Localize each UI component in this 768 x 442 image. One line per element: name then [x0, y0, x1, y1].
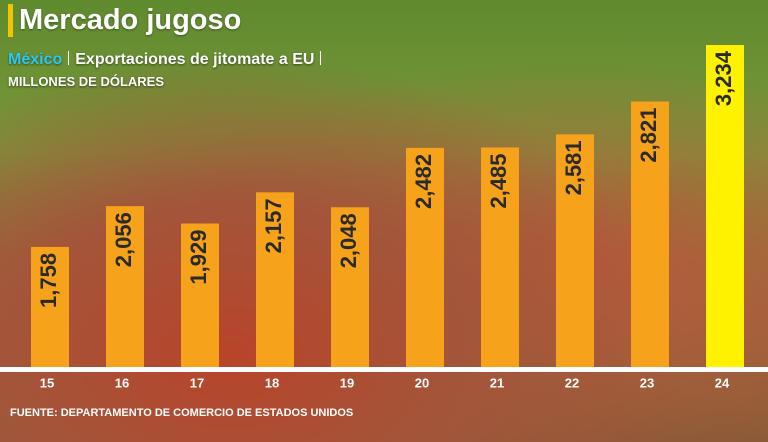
- bar: [331, 207, 369, 367]
- value-label: 2,821: [636, 108, 661, 163]
- bar: [106, 206, 144, 367]
- bar: [256, 192, 294, 367]
- header: Mercado jugoso México Exportaciones de ji…: [8, 4, 338, 93]
- bar: [631, 101, 669, 367]
- x-tick-label: 23: [640, 375, 654, 390]
- bar: [556, 134, 594, 367]
- value-label: 3,234: [711, 50, 736, 106]
- bar: [181, 223, 219, 367]
- subtitle-text: Exportaciones de jitomate a EU: [75, 51, 315, 68]
- x-tick-label: 18: [265, 375, 279, 390]
- value-label: 2,482: [411, 154, 436, 209]
- x-tick-label: 19: [340, 375, 354, 390]
- value-label: 1,758: [36, 253, 61, 308]
- bar: [31, 246, 69, 367]
- chart-title: Mercado jugoso: [8, 4, 338, 37]
- bar: [481, 147, 519, 367]
- x-tick-label: 17: [190, 375, 204, 390]
- bar: [406, 147, 444, 367]
- value-label: 2,048: [336, 213, 361, 268]
- unit: MILLONES DE DÓLARES: [8, 74, 165, 89]
- x-tick-label: 16: [115, 375, 129, 390]
- subtitle: México Exportaciones de jitomate a EU MILL…: [8, 49, 338, 93]
- value-label: 2,157: [261, 198, 286, 253]
- subtitle-highlight: México: [8, 51, 63, 68]
- bar: [706, 45, 744, 367]
- x-tick-label: 20: [415, 375, 429, 390]
- x-tick-label: 15: [40, 375, 54, 390]
- value-label: 2,485: [486, 153, 511, 208]
- baseline: [0, 367, 768, 372]
- value-label: 2,056: [111, 212, 136, 267]
- value-label: 1,929: [186, 230, 211, 285]
- x-tick-label: 24: [715, 375, 730, 390]
- x-tick-label: 21: [490, 375, 504, 390]
- x-tick-label: 22: [565, 375, 579, 390]
- value-label: 2,581: [561, 140, 586, 195]
- source: FUENTE: DEPARTAMENTO DE COMERCIO DE ESTA…: [10, 407, 354, 419]
